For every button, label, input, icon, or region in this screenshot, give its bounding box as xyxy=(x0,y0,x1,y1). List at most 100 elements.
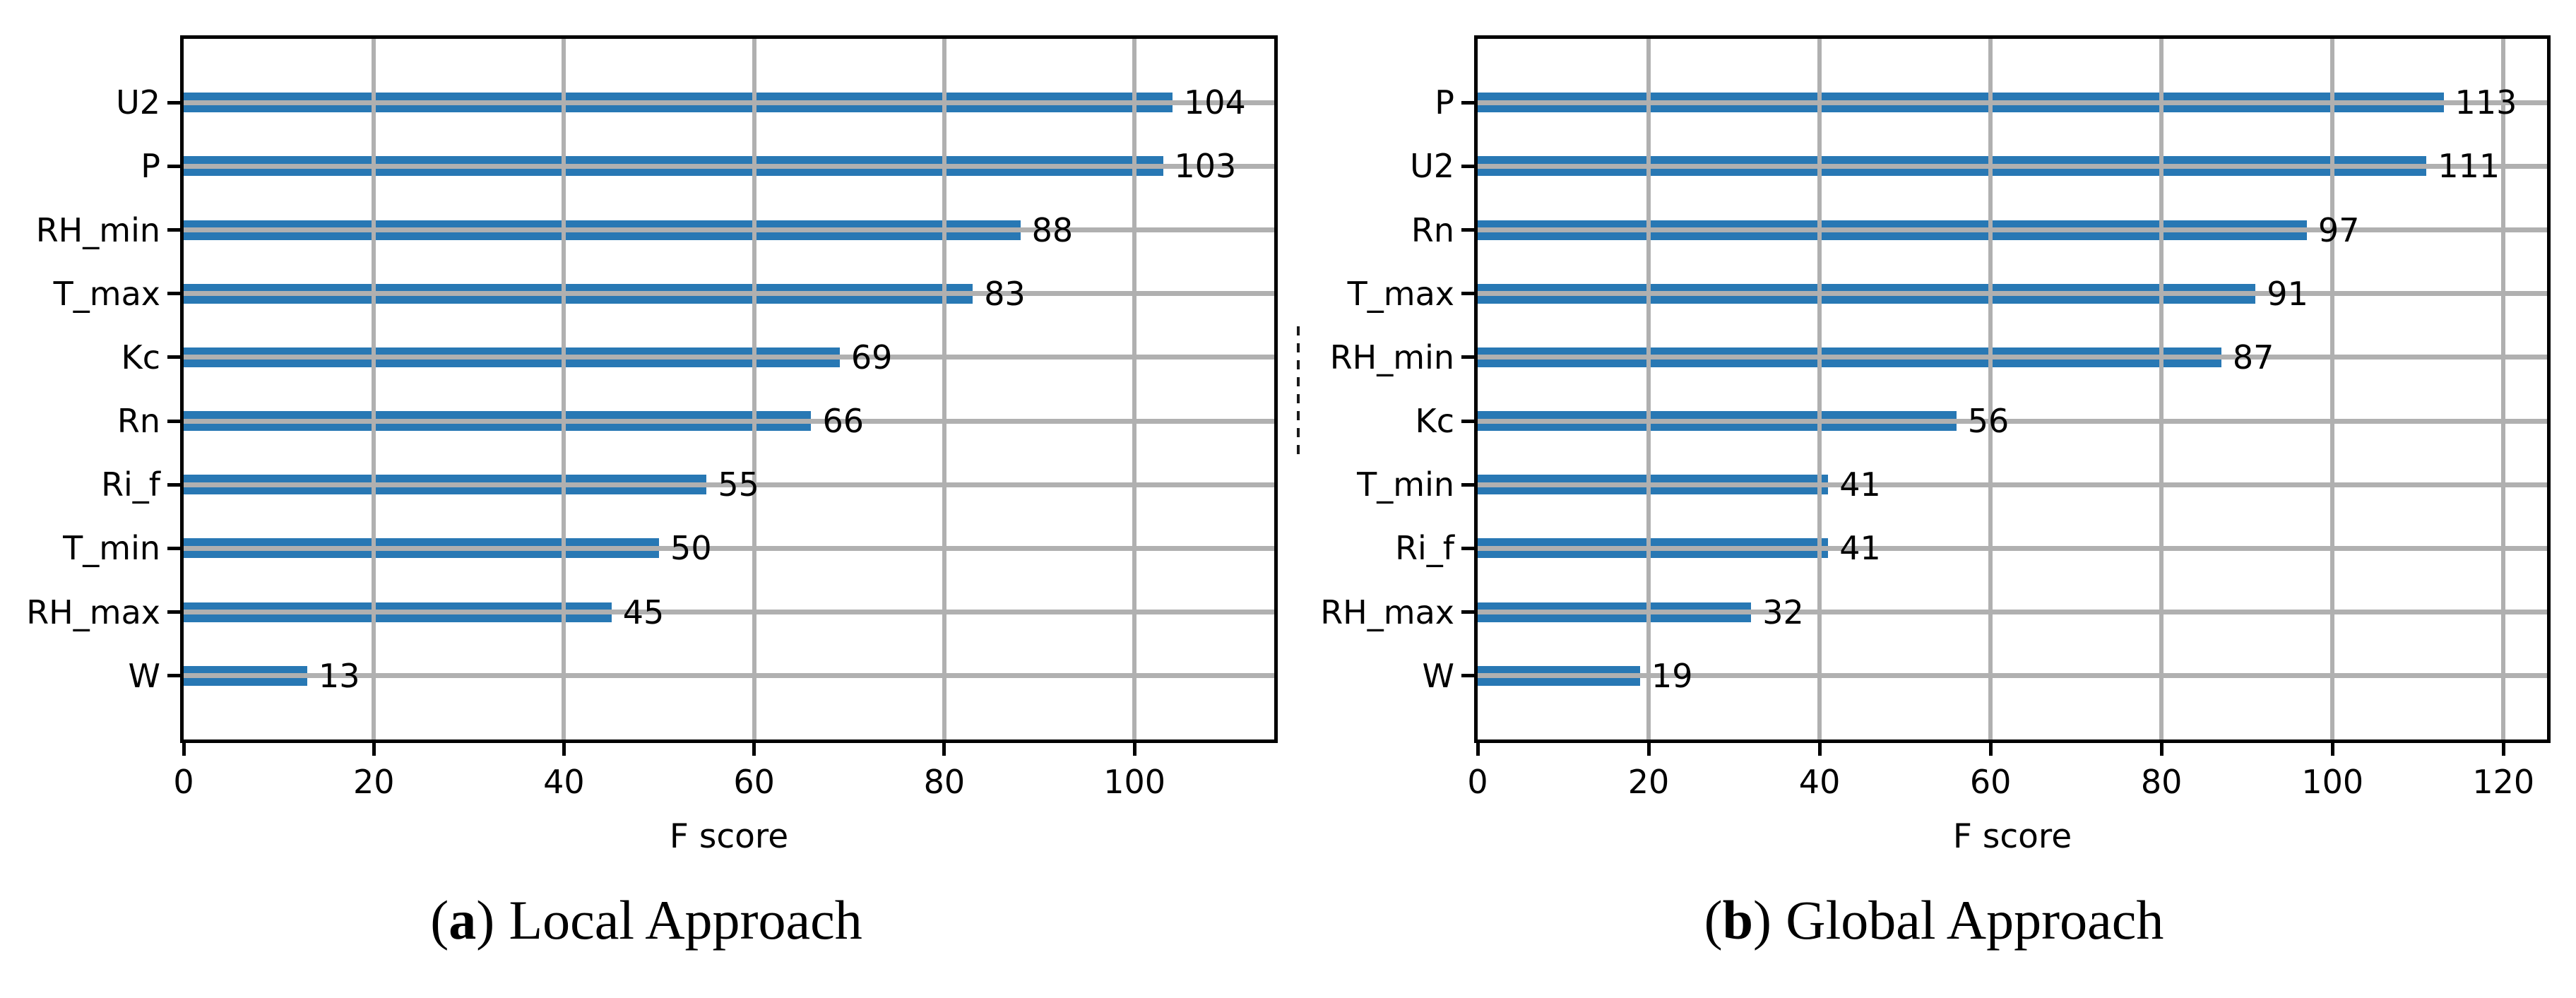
category-label-T_max: T_max xyxy=(53,274,160,313)
y-tick-mark xyxy=(167,355,180,360)
bar-value-label: 113 xyxy=(2455,83,2517,122)
y-tick-mark xyxy=(1461,546,1474,550)
vertical-gridline xyxy=(562,39,566,739)
y-tick-mark xyxy=(167,546,180,550)
horizontal-gridline xyxy=(184,100,1274,105)
x-tick-mark xyxy=(1132,743,1136,756)
y-tick-mark xyxy=(167,610,180,614)
y-tick-mark xyxy=(1461,482,1474,487)
category-label-P: P xyxy=(1435,83,1454,122)
x-tick-mark xyxy=(1988,743,1993,756)
caption-letter: a xyxy=(449,889,477,951)
horizontal-gridline xyxy=(1478,291,2547,297)
bar-value-label: 91 xyxy=(2267,274,2308,313)
category-label-Rn: Rn xyxy=(1411,210,1454,249)
caption-global-approach: (b) Global Approach xyxy=(1704,889,2164,952)
bar-value-label: 32 xyxy=(1762,593,1804,631)
x-tick-label: 100 xyxy=(2301,763,2364,801)
y-tick-mark xyxy=(167,100,180,105)
horizontal-gridline xyxy=(184,291,1274,297)
horizontal-gridline xyxy=(1478,418,2547,424)
category-label-Kc: Kc xyxy=(121,338,160,376)
horizontal-gridline xyxy=(1478,227,2547,233)
horizontal-gridline xyxy=(1478,482,2547,487)
y-tick-mark xyxy=(1461,355,1474,360)
y-tick-mark xyxy=(167,419,180,423)
y-tick-mark xyxy=(167,482,180,487)
vertical-gridline xyxy=(752,39,756,739)
x-tick-mark xyxy=(1476,743,1480,756)
bar-value-label: 83 xyxy=(984,274,1026,313)
bar-value-label: 41 xyxy=(1839,465,1881,504)
y-tick-mark xyxy=(1461,419,1474,423)
horizontal-gridline xyxy=(184,163,1274,169)
category-label-Rn: Rn xyxy=(117,402,160,441)
y-tick-mark xyxy=(167,164,180,168)
x-tick-mark xyxy=(2501,743,2505,756)
category-label-T_max: T_max xyxy=(1347,274,1454,313)
caption-local-approach: (a) Local Approach xyxy=(430,889,862,952)
vertical-gridline xyxy=(1988,39,1993,739)
x-tick-label: 40 xyxy=(543,763,585,801)
x-tick-mark xyxy=(942,743,946,756)
horizontal-gridline xyxy=(184,673,1274,679)
bar-value-label: 87 xyxy=(2232,338,2274,376)
x-tick-label: 100 xyxy=(1103,763,1166,801)
bar-value-label: 55 xyxy=(718,465,759,504)
horizontal-gridline xyxy=(1478,610,2547,615)
category-label-RH_min: RH_min xyxy=(35,210,160,249)
category-label-W: W xyxy=(1422,656,1454,695)
vertical-gridline xyxy=(1646,39,1651,739)
horizontal-gridline xyxy=(184,545,1274,551)
category-label-Kc: Kc xyxy=(1415,402,1454,441)
x-tick-label: 40 xyxy=(1798,763,1841,801)
bar-value-label: 56 xyxy=(1967,402,2010,441)
x-tick-label: 80 xyxy=(923,763,966,801)
y-tick-mark xyxy=(167,228,180,232)
x-axis-label-local: F score xyxy=(669,817,789,856)
x-tick-mark xyxy=(752,743,756,756)
horizontal-gridline xyxy=(184,482,1274,487)
vertical-gridline xyxy=(372,39,376,739)
vertical-gridline xyxy=(1817,39,1822,739)
category-label-P: P xyxy=(141,147,160,186)
y-tick-mark xyxy=(1461,610,1474,614)
y-tick-mark xyxy=(167,674,180,678)
caption-text: Local Approach xyxy=(509,889,862,951)
x-tick-label: 0 xyxy=(173,763,194,801)
horizontal-gridline xyxy=(184,227,1274,233)
x-tick-mark xyxy=(2159,743,2164,756)
category-label-Ri_f: Ri_f xyxy=(101,465,160,504)
category-label-Ri_f: Ri_f xyxy=(1395,529,1454,568)
x-tick-mark xyxy=(1817,743,1822,756)
x-tick-mark xyxy=(372,743,376,756)
x-tick-label: 0 xyxy=(1467,763,1488,801)
horizontal-gridline xyxy=(1478,163,2547,169)
category-label-T_min: T_min xyxy=(63,529,160,568)
caption-paren-close: ) xyxy=(476,889,495,951)
caption-paren-open: ( xyxy=(1704,889,1723,951)
horizontal-gridline xyxy=(1478,355,2547,360)
bar-value-label: 19 xyxy=(1651,656,1693,695)
y-tick-mark xyxy=(167,292,180,296)
category-label-U2: U2 xyxy=(116,83,160,122)
vertical-gridline xyxy=(2330,39,2335,739)
x-tick-label: 60 xyxy=(1969,763,2012,801)
y-tick-mark xyxy=(1461,164,1474,168)
caption-paren-open: ( xyxy=(430,889,449,951)
vertical-gridline xyxy=(2501,39,2506,739)
x-tick-label: 120 xyxy=(2472,763,2535,801)
vertical-gridline xyxy=(2159,39,2164,739)
category-label-RH_max: RH_max xyxy=(1320,593,1454,631)
x-tick-label: 20 xyxy=(352,763,395,801)
x-tick-label: 80 xyxy=(2140,763,2183,801)
x-tick-mark xyxy=(1646,743,1651,756)
bar-value-label: 97 xyxy=(2317,210,2360,249)
category-label-RH_max: RH_max xyxy=(26,593,160,631)
y-tick-mark xyxy=(1461,674,1474,678)
bar-value-label: 104 xyxy=(1183,83,1246,122)
horizontal-gridline xyxy=(1478,545,2547,551)
